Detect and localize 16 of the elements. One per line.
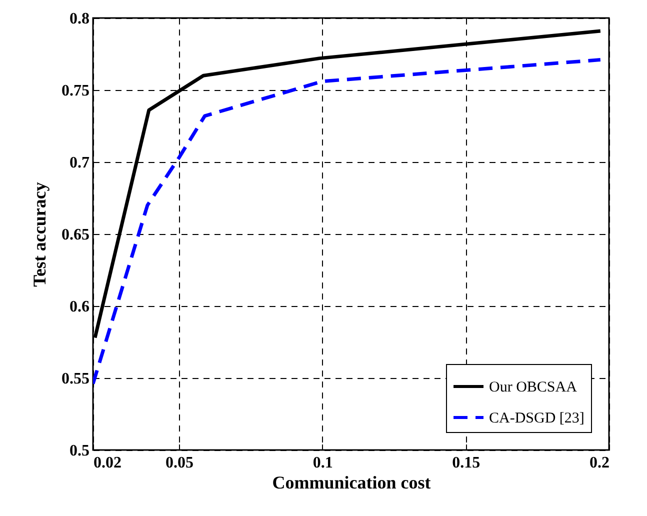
x-axis-title: Communication cost <box>272 472 431 492</box>
y-tick-label: 0.6 <box>70 298 90 316</box>
x-tick-label: 0.15 <box>452 454 480 472</box>
y-tick-label: 0.5 <box>70 442 90 460</box>
y-tick-label: 0.75 <box>62 82 90 100</box>
x-tick-label: 0.05 <box>166 454 194 472</box>
x-tick-label: 0.1 <box>312 454 333 472</box>
y-tick-label: 0.8 <box>70 10 90 28</box>
y-tick-label: 0.65 <box>62 226 90 244</box>
legend-label: Our OBCSAA <box>489 380 578 396</box>
legend-label: CA-DSGD [23] <box>489 410 584 426</box>
x-tick-label: 0.02 <box>94 454 122 472</box>
y-tick-label: 0.7 <box>70 154 90 172</box>
y-tick-label: 0.55 <box>62 370 90 388</box>
y-axis-title: Test accuracy <box>30 182 50 287</box>
x-tick-label: 0.2 <box>590 454 610 472</box>
